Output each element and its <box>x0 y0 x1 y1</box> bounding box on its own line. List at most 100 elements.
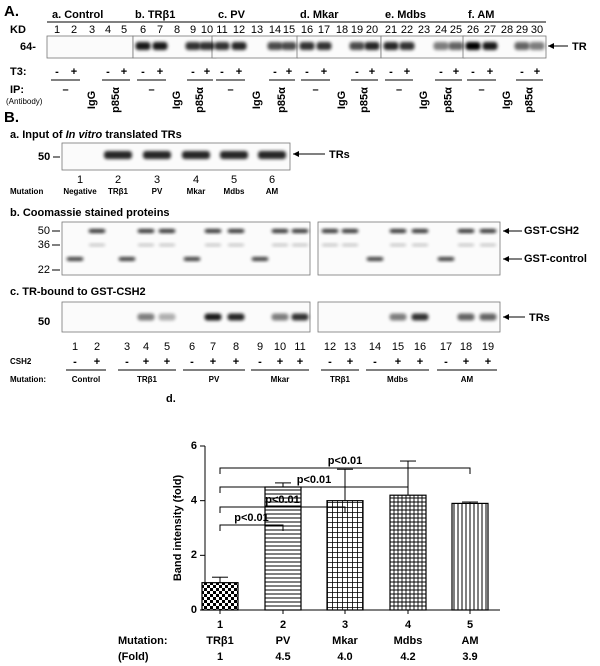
fold-value: 4.5 <box>275 651 290 663</box>
ip-antibody: p85α <box>276 87 288 113</box>
gel-band <box>316 42 332 50</box>
csh2-sign: - <box>190 356 194 368</box>
significance-bracket <box>219 486 409 493</box>
mutation: TRβ1 <box>108 187 129 196</box>
fold-label: (Fold) <box>118 651 149 663</box>
gel-band <box>158 229 176 233</box>
gel-band <box>437 257 455 261</box>
group-label: d. Mkar <box>300 9 339 21</box>
mutation: Mdbs <box>224 187 245 196</box>
t3-sign: + <box>157 66 163 78</box>
t3-sign: + <box>453 66 459 78</box>
band-label: TRs <box>329 149 350 161</box>
gel-band <box>158 243 176 247</box>
gel-band <box>529 42 545 50</box>
lane-number: 26 <box>467 24 479 36</box>
t3-sign: - <box>220 66 224 78</box>
ip-antibody: IgG <box>501 91 513 109</box>
band-label: TRs <box>529 312 550 324</box>
title-part: In vitro <box>66 129 103 141</box>
gel-band <box>227 229 245 233</box>
lane-number: 6 <box>140 24 146 36</box>
gel-band <box>214 42 230 50</box>
lane-number: 11 <box>294 341 305 353</box>
significance-bracket <box>219 467 471 474</box>
t3-sign: + <box>321 66 327 78</box>
marker: 50 <box>38 151 50 163</box>
significance-bracket <box>219 506 346 513</box>
group-label: Mkar <box>271 375 290 384</box>
mutation: Mkar <box>332 635 358 647</box>
lane-number: 25 <box>450 24 462 36</box>
ip-antibody: IgG <box>86 91 98 109</box>
group-label: a. Control <box>52 9 103 21</box>
gel-band <box>220 151 248 159</box>
significance-label: p<0.01 <box>265 494 300 506</box>
y-tick-label: 6 <box>191 440 197 452</box>
lane-number: 9 <box>190 24 196 36</box>
lane-number: 30 <box>531 24 543 36</box>
gel-band <box>204 313 222 321</box>
gel-band <box>227 313 245 321</box>
t3-sign: - <box>273 66 277 78</box>
lane-number: 17 <box>318 24 330 36</box>
gel-band <box>258 151 286 159</box>
t3-sign: + <box>369 66 375 78</box>
csh2-sign: + <box>417 356 423 368</box>
y-tick-label: 4 <box>191 495 198 507</box>
lane-number: 1 <box>54 24 60 36</box>
lane-number: 22 <box>401 24 413 36</box>
mutation: Negative <box>63 187 97 196</box>
gel-band <box>364 42 380 50</box>
gel-band <box>251 257 269 261</box>
group-label: PV <box>209 375 220 384</box>
y-tick-label: 0 <box>191 604 197 616</box>
marker: 50 <box>38 316 50 328</box>
panel-title: b. Coomassie stained proteins <box>10 207 170 219</box>
mutation: Mkar <box>187 187 206 196</box>
t3-sign: - <box>305 66 309 78</box>
gel-band <box>482 42 498 50</box>
csh2-sign: + <box>463 356 469 368</box>
band-label: TR <box>572 41 587 53</box>
lane-number: 2 <box>94 341 100 353</box>
t3-sign: + <box>487 66 493 78</box>
gel-band <box>457 313 475 321</box>
ip-antibody: p85α <box>442 87 454 113</box>
gel-band <box>137 229 155 233</box>
group-label: e. Mdbs <box>385 9 426 21</box>
csh2-sign: + <box>485 356 491 368</box>
ip-antibody: p85α <box>358 87 370 113</box>
gel <box>46 35 134 59</box>
lane-number: 3 <box>89 24 95 36</box>
t3-sign: - <box>355 66 359 78</box>
bar <box>389 494 427 611</box>
t3-sign: - <box>520 66 524 78</box>
gel-band <box>448 42 464 50</box>
csh2-sign: - <box>444 356 448 368</box>
gel-band <box>137 313 155 321</box>
lane-number: 12 <box>233 24 245 36</box>
gel-band <box>321 243 339 247</box>
lane-number: 28 <box>501 24 513 36</box>
ip-antibody: IgG <box>171 91 183 109</box>
csh2-sign: - <box>373 356 377 368</box>
t3-sign: + <box>534 66 540 78</box>
ip-antibody: – <box>478 84 484 96</box>
title-part: a. Input of <box>10 129 66 141</box>
t3-sign: - <box>141 66 145 78</box>
gel-band <box>291 229 309 233</box>
arrow-head <box>548 43 554 49</box>
group-label: c. PV <box>218 9 246 21</box>
marker: 36 <box>38 239 50 251</box>
t3-sign: + <box>404 66 410 78</box>
band-label: GST-CSH2 <box>524 225 579 237</box>
fold-value: 1 <box>217 651 223 663</box>
gel-band <box>231 42 247 50</box>
lane-number: 13 <box>344 341 356 353</box>
gel-band <box>349 42 365 50</box>
lane-number: 19 <box>482 341 494 353</box>
lane-number: 5 <box>164 341 170 353</box>
t3-sign: + <box>286 66 292 78</box>
gel-band <box>321 229 339 233</box>
